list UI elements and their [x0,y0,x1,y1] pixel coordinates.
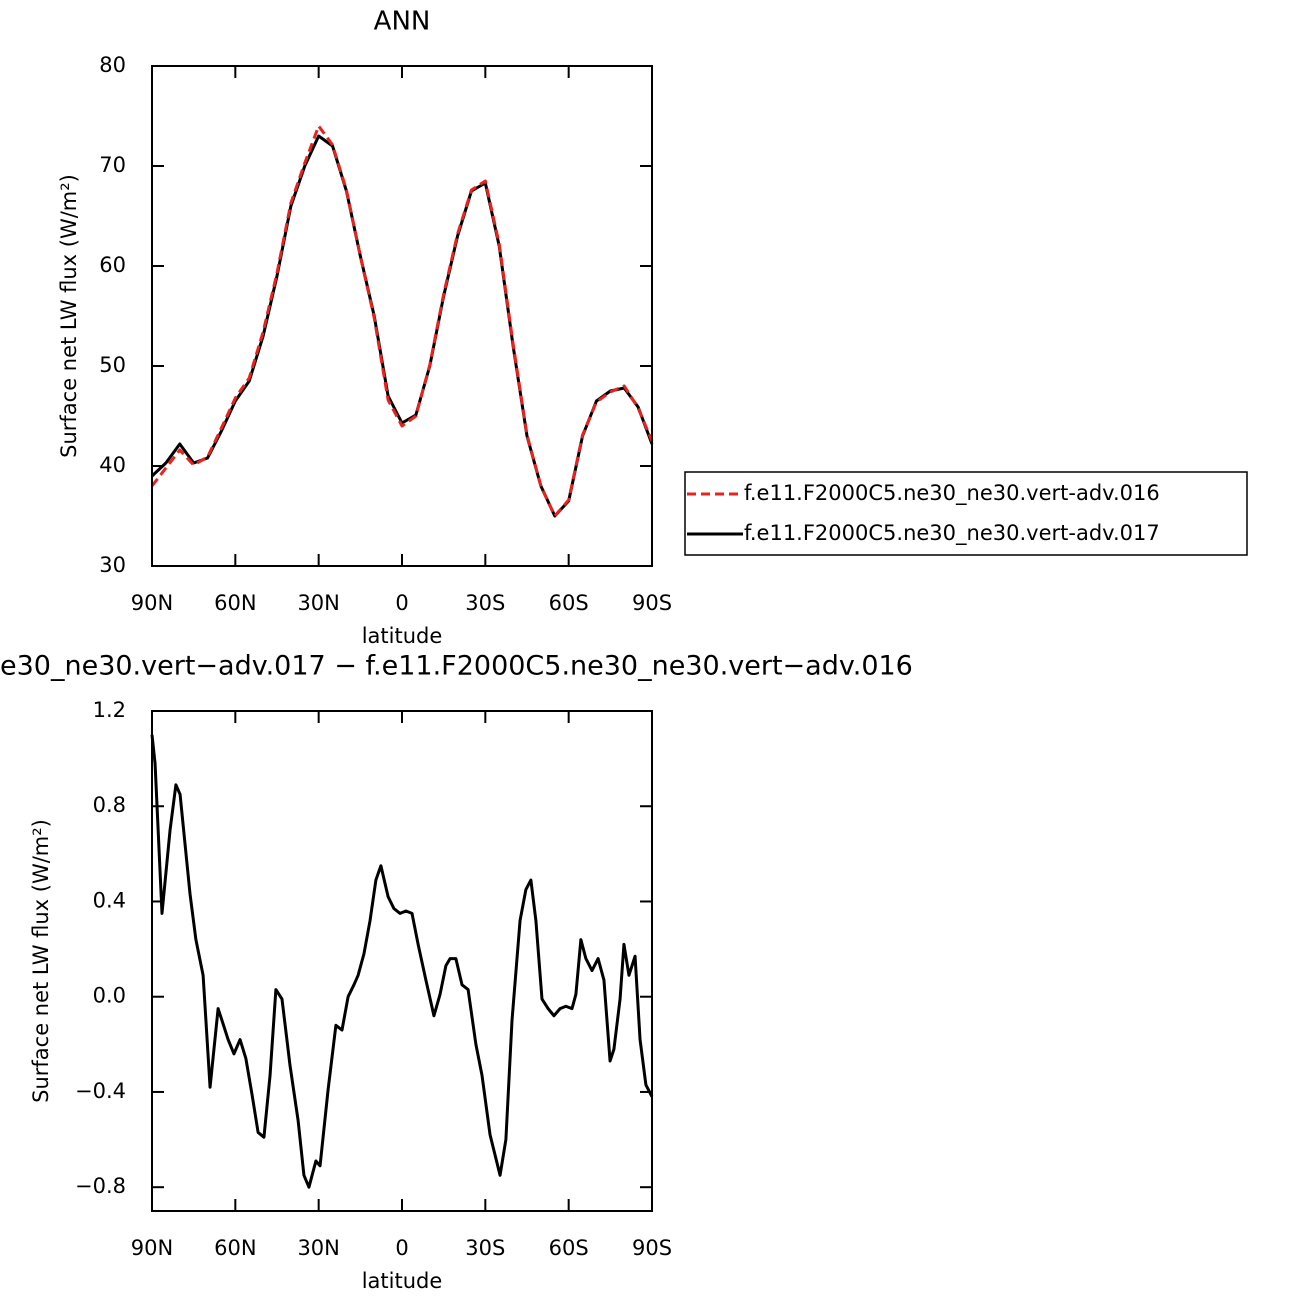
x-tick-label: 90N [131,1236,173,1260]
y-tick-label: 0.8 [93,793,126,817]
y-tick-label: 0.0 [93,984,126,1008]
x-tick-label: 60S [549,1236,589,1260]
x-tick-label: 0 [395,591,408,615]
y-tick-label: −0.4 [75,1079,126,1103]
y-tick-label: 80 [99,53,126,77]
x-tick-label: 30S [465,1236,505,1260]
x-tick-label: 90S [632,591,672,615]
x-tick-label: 30S [465,591,505,615]
y-tick-label: −0.8 [75,1174,126,1198]
y-tick-label: 50 [99,353,126,377]
data-line [150,734,654,1189]
x-tick-label: 60S [549,591,589,615]
legend-label: f.e11.F2000C5.ne30_ne30.vert-adv.017 [744,521,1160,546]
y-axis-label: Surface net LW flux (W/m²) [29,819,53,1103]
x-tick-label: 60N [214,1236,256,1260]
x-axis-label: latitude [362,1269,443,1293]
plot-frame [151,710,653,1212]
y-tick-label: 30 [99,553,126,577]
x-tick-label: 30N [297,591,339,615]
y-axis-label: Surface net LW flux (W/m²) [57,174,81,458]
y-tick-label: 0.4 [93,888,126,912]
chart-title: e30_ne30.vert−adv.017 − f.e11.F2000C5.ne… [0,651,913,682]
legend-box [684,471,1248,556]
y-tick-label: 1.2 [93,698,126,722]
x-tick-label: 90S [632,1236,672,1260]
legend-label: f.e11.F2000C5.ne30_ne30.vert-adv.016 [744,481,1160,506]
x-tick-label: 60N [214,591,256,615]
x-tick-label: 0 [395,1236,408,1260]
x-axis-label: latitude [362,624,443,648]
y-tick-label: 70 [99,153,126,177]
x-tick-label: 90N [131,591,173,615]
plot-frame [151,65,653,567]
data-line [150,124,654,518]
y-tick-label: 60 [99,253,126,277]
x-tick-label: 30N [297,1236,339,1260]
chart-title: ANN [374,7,431,37]
y-tick-label: 40 [99,453,126,477]
